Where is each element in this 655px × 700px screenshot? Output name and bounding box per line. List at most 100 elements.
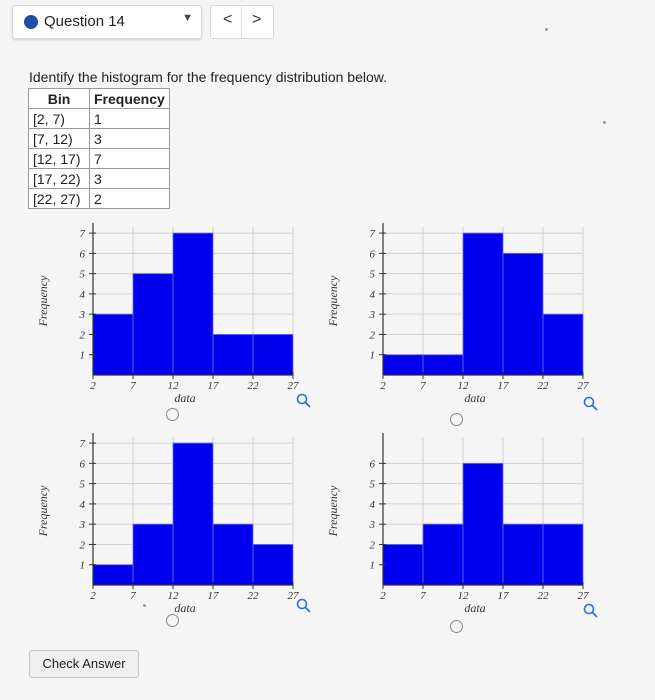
histogram-bar (92, 564, 134, 586)
y-tick-label: 6 (370, 248, 376, 260)
x-tick-label: 17 (498, 590, 510, 602)
histogram-bar (172, 442, 214, 586)
question-status-dot (24, 15, 38, 29)
question-selector[interactable]: Question 14 ▼ (12, 5, 202, 39)
x-tick-label: 12 (168, 380, 180, 392)
prev-question-button[interactable]: < (223, 11, 233, 28)
y-tick-label: 5 (80, 269, 86, 281)
y-tick-label: 2 (80, 329, 86, 341)
stray-dot (545, 28, 548, 31)
x-axis-label: data (174, 391, 195, 405)
x-tick-label: 7 (130, 590, 136, 602)
histogram-bar (422, 354, 464, 376)
x-tick-label: 2 (90, 590, 96, 602)
bin-cell: [2, 7) (28, 108, 90, 129)
y-tick-label: 4 (370, 289, 376, 301)
bin-cell: [17, 22) (28, 168, 90, 189)
histogram-bar (172, 232, 214, 376)
histogram-bar (422, 523, 464, 586)
radio-option-d[interactable] (450, 620, 463, 633)
y-tick-label: 3 (79, 309, 86, 321)
frequency-cell: 3 (89, 128, 170, 149)
table-row: [7, 12) 3 (28, 128, 170, 149)
table-row: [22, 27) 2 (28, 188, 170, 209)
x-tick-label: 7 (130, 380, 136, 392)
y-tick-label: 4 (370, 499, 376, 511)
bin-cell: [12, 17) (28, 148, 90, 169)
y-axis-label: Frequency (326, 275, 340, 328)
histogram-bar (382, 544, 424, 586)
x-tick-label: 17 (208, 380, 220, 392)
y-tick-label: 2 (370, 539, 376, 551)
y-tick-label: 5 (80, 479, 86, 491)
y-tick-label: 7 (80, 228, 86, 240)
y-axis-label: Frequency (36, 485, 50, 538)
question-nav: < > (210, 5, 274, 39)
y-tick-label: 2 (80, 539, 86, 551)
histogram-bar (212, 334, 254, 376)
radio-option-a[interactable] (166, 408, 179, 421)
x-tick-label: 27 (288, 590, 300, 602)
histogram-bar (542, 313, 584, 376)
y-axis-label: Frequency (36, 275, 50, 328)
y-tick-label: 6 (370, 458, 376, 470)
radio-option-c[interactable] (166, 614, 179, 627)
histogram-bar (462, 232, 504, 376)
y-axis-label: Frequency (326, 485, 340, 538)
y-tick-label: 6 (80, 458, 86, 470)
y-tick-label: 3 (369, 519, 376, 531)
y-tick-label: 5 (370, 479, 376, 491)
y-tick-label: 1 (80, 350, 86, 362)
x-axis-label: data (464, 601, 485, 615)
x-tick-label: 12 (458, 590, 470, 602)
x-tick-label: 22 (538, 380, 550, 392)
radio-option-b[interactable] (450, 413, 463, 426)
stray-dot (143, 604, 146, 607)
y-tick-label: 1 (80, 560, 86, 572)
frequency-cell: 7 (89, 148, 170, 169)
y-tick-label: 1 (370, 560, 376, 572)
frequency-table: Bin Frequency [2, 7) 1 [7, 12) 3 [12, 17) 7… (28, 88, 170, 209)
stray-dot (603, 121, 606, 124)
magnifier-icon[interactable] (296, 598, 312, 614)
magnifier-icon[interactable] (583, 396, 599, 412)
y-tick-label: 2 (370, 329, 376, 341)
histogram-bar (252, 544, 294, 586)
question-prompt: Identify the histogram for the frequency… (29, 69, 387, 85)
histogram-bar (382, 354, 424, 376)
y-tick-label: 6 (80, 248, 86, 260)
histogram-bar (132, 273, 174, 376)
y-tick-label: 5 (370, 269, 376, 281)
x-axis-label: data (464, 391, 485, 405)
x-tick-label: 7 (420, 590, 426, 602)
frequency-cell: 3 (89, 168, 170, 189)
histogram-bar (542, 523, 584, 586)
x-tick-label: 2 (380, 590, 386, 602)
x-tick-label: 17 (498, 380, 510, 392)
y-tick-label: 3 (79, 519, 86, 531)
x-tick-label: 12 (168, 590, 180, 602)
table-row: [12, 17) 7 (28, 148, 170, 169)
histogram-bar (462, 462, 504, 586)
x-tick-label: 2 (380, 380, 386, 392)
magnifier-icon[interactable] (296, 393, 312, 409)
nav-divider (241, 7, 242, 37)
y-tick-label: 7 (370, 228, 376, 240)
table-row: [17, 22) 3 (28, 168, 170, 189)
histogram-bar (502, 252, 544, 376)
chevron-down-icon[interactable]: ▼ (182, 12, 193, 24)
y-tick-label: 1 (370, 350, 376, 362)
magnifier-icon[interactable] (583, 603, 599, 619)
x-tick-label: 2 (90, 380, 96, 392)
check-answer-button[interactable]: Check Answer (29, 650, 139, 678)
table-header-row: Bin Frequency (28, 88, 170, 109)
next-question-button[interactable]: > (252, 11, 262, 28)
bin-cell: [22, 27) (28, 188, 90, 209)
x-tick-label: 7 (420, 380, 426, 392)
y-tick-label: 4 (80, 499, 86, 511)
histogram-bar (92, 313, 134, 376)
